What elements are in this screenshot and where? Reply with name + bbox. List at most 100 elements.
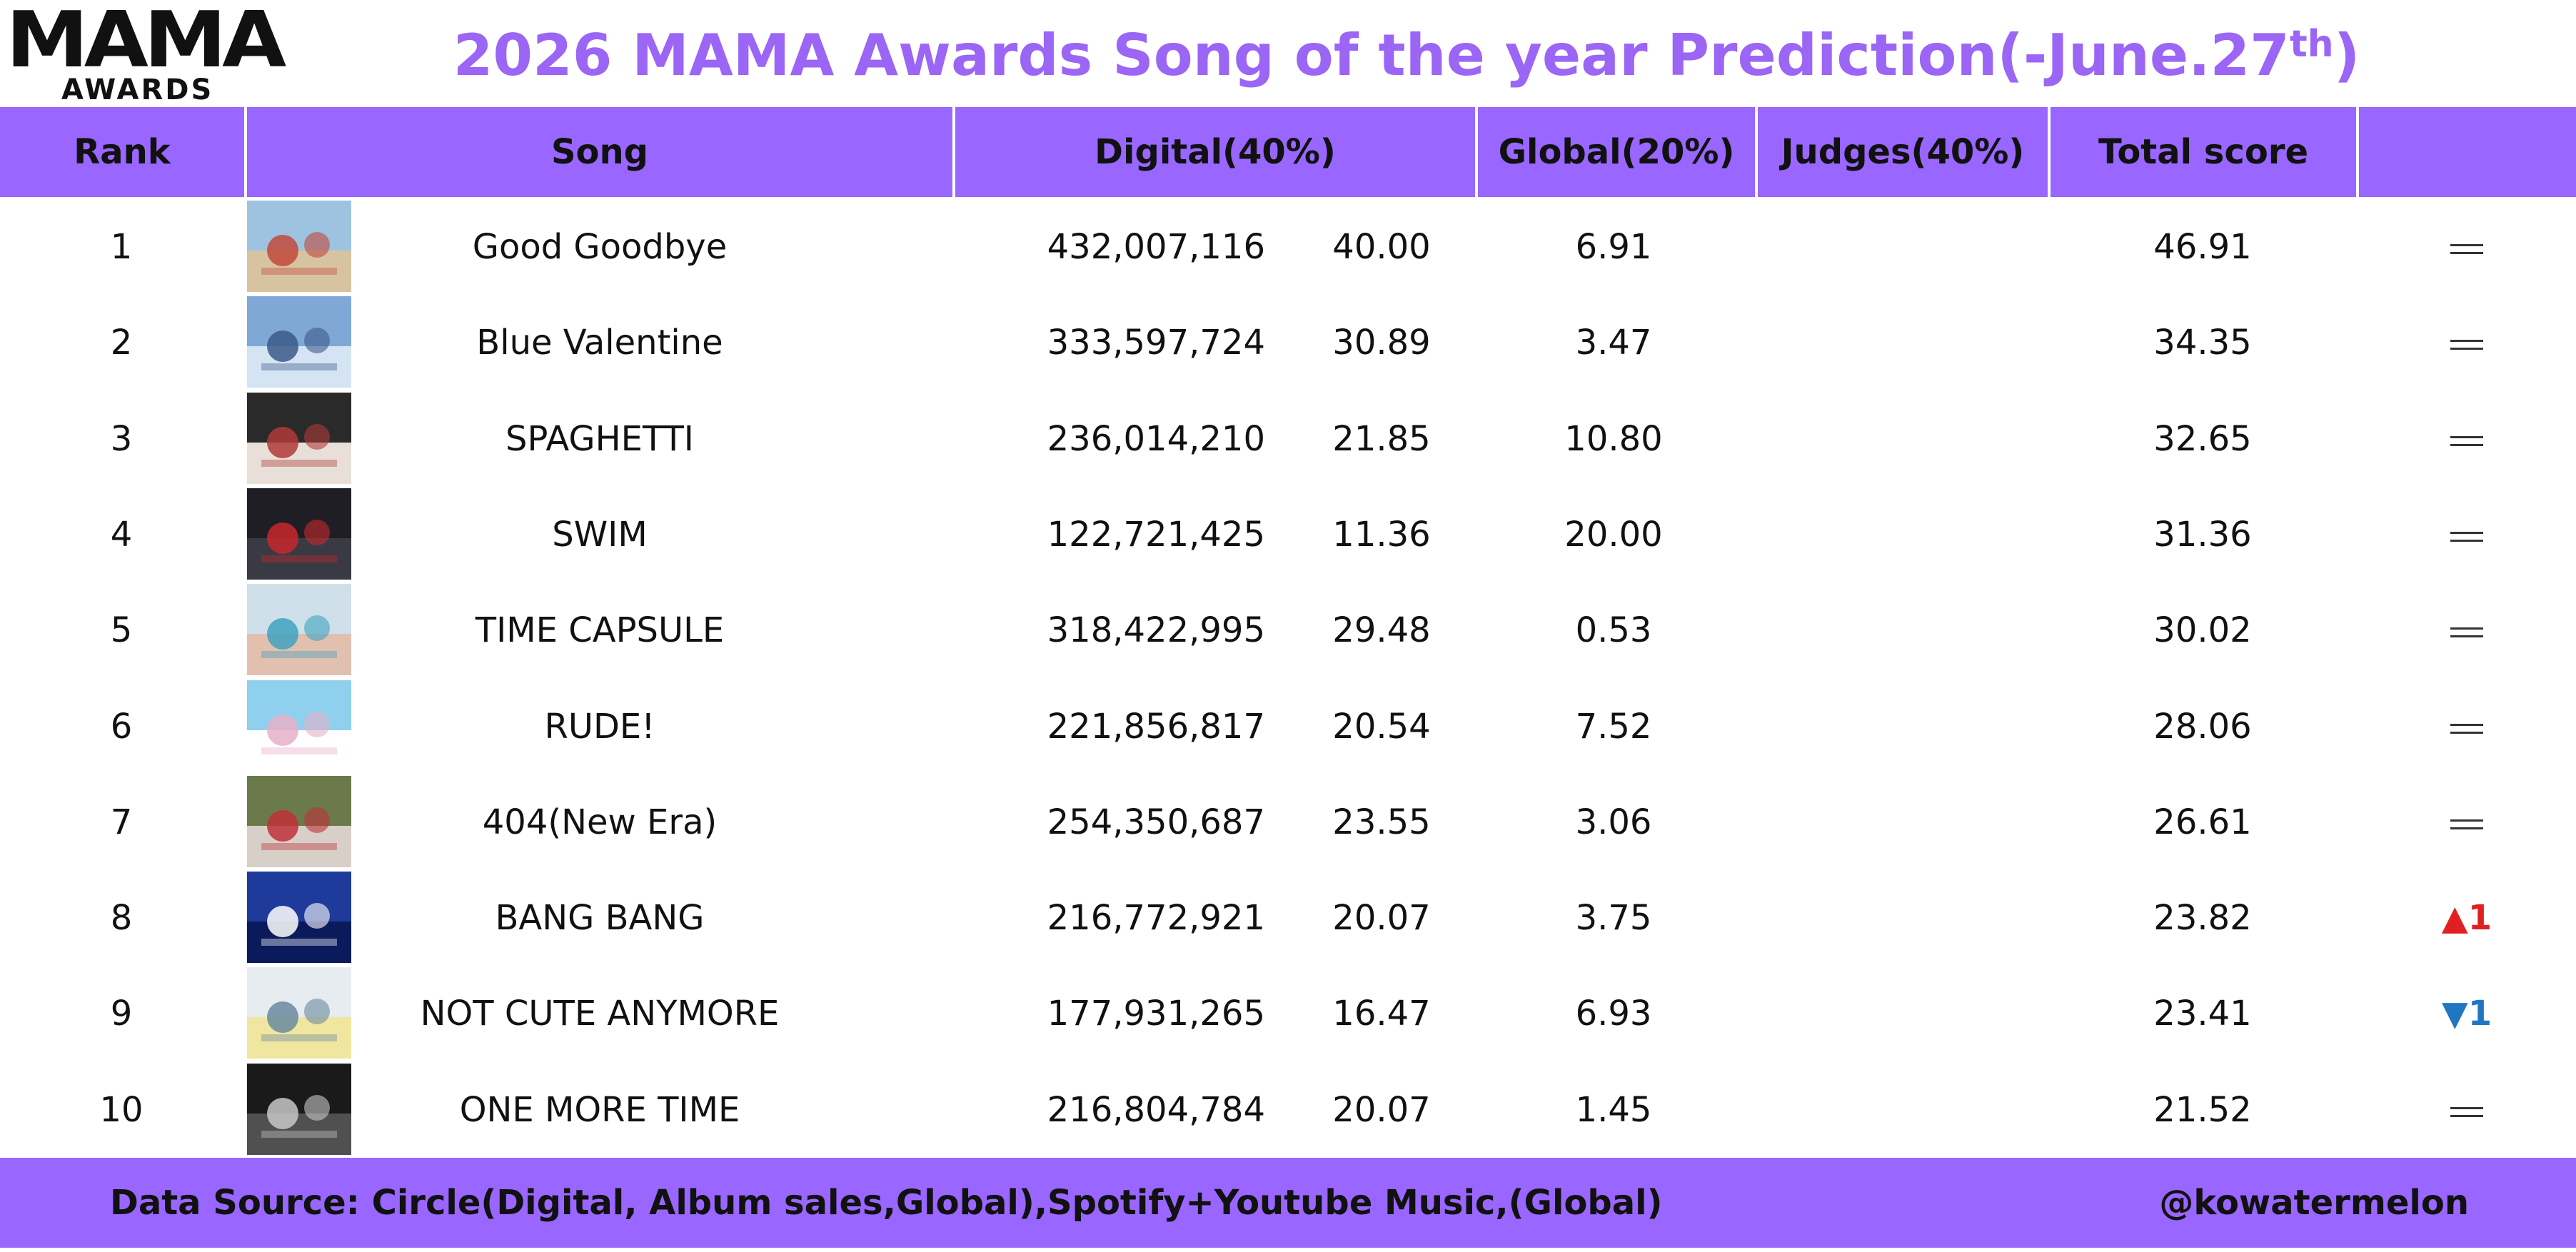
table-row: 5 TIME CAPSULE 318,422,995 29.48 0.53 30.02 — [0, 582, 2576, 678]
song-title: Blue Valentine — [476, 323, 723, 363]
digital-score: 11.36 — [1332, 514, 1431, 555]
digital-score: 40.00 — [1332, 227, 1431, 267]
rank-change — [2360, 391, 2574, 487]
digital-count: 254,350,687 — [1047, 802, 1265, 842]
rank-change — [2360, 487, 2574, 582]
total-score: 21.52 — [2153, 1089, 2252, 1130]
total-score: 46.91 — [2153, 227, 2252, 267]
digital-score: 30.89 — [1332, 323, 1431, 363]
footer-bar: Data Source: Circle(Digital, Album sales… — [0, 1158, 2576, 1248]
judges-score — [1756, 966, 2042, 1061]
total-score: 23.41 — [2153, 994, 2252, 1034]
table-row: 8 BANG BANG 216,772,921 20.07 3.75 23.82 ▲1 — [0, 870, 2576, 966]
header-rank: Rank — [0, 107, 247, 197]
song-title: RUDE! — [544, 706, 655, 747]
judges-score — [1756, 870, 2042, 966]
rank-cell: 8 — [110, 898, 133, 939]
digital-score: 20.07 — [1332, 898, 1431, 939]
rank-change-value: 1 — [2467, 898, 2492, 939]
logo-awards-text: AWARDS — [61, 74, 214, 106]
digital-count: 333,597,724 — [1047, 323, 1265, 363]
equals-icon — [2450, 531, 2483, 542]
judges-score — [1756, 295, 2042, 390]
header-judges: Judges(40%) — [1758, 107, 2051, 197]
digital-count: 122,721,425 — [1047, 514, 1265, 555]
equals-icon — [2450, 627, 2483, 638]
global-score: 7.52 — [1575, 706, 1652, 747]
data-source-text: Data Source: Circle(Digital, Album sales… — [110, 1183, 1663, 1223]
table-row: 4 SWIM 122,721,425 11.36 20.00 31.36 — [0, 487, 2576, 582]
triangle-up-icon: ▲ — [2441, 898, 2468, 939]
total-score: 26.61 — [2153, 802, 2252, 842]
judges-score — [1756, 391, 2042, 487]
digital-count: 221,856,817 — [1047, 706, 1265, 747]
rank-cell: 6 — [110, 706, 133, 747]
equals-icon — [2450, 723, 2483, 734]
rank-change — [2360, 679, 2574, 774]
total-score: 31.36 — [2153, 514, 2252, 555]
table-header: Rank Song Digital(40%) Global(20%) Judge… — [0, 107, 2576, 197]
album-cover-icon — [247, 872, 351, 964]
song-title: SWIM — [552, 514, 648, 555]
table-row: 1 Good Goodbye 432,007,116 40.00 6.91 46.91 — [0, 199, 2576, 295]
global-score: 1.45 — [1575, 1089, 1652, 1130]
song-title: BANG BANG — [495, 898, 705, 939]
song-title: 404(New Era) — [482, 802, 718, 842]
table-row: 7 404(New Era) 254,350,687 23.55 3.06 26.61 — [0, 774, 2576, 870]
table-row: 2 Blue Valentine 333,597,724 30.89 3.47 34.35 — [0, 295, 2576, 390]
header-change — [2359, 107, 2576, 197]
total-score: 34.35 — [2153, 323, 2252, 363]
digital-count: 236,014,210 — [1047, 418, 1265, 459]
rank-cell: 10 — [99, 1089, 144, 1130]
total-score: 28.06 — [2153, 706, 2252, 747]
title-end: ) — [2333, 22, 2360, 89]
judges-score — [1756, 679, 2042, 774]
album-cover-icon — [247, 584, 351, 676]
global-score: 3.06 — [1575, 802, 1652, 842]
page-title: 2026 MAMA Awards Song of the year Predic… — [300, 13, 2513, 99]
song-title: NOT CUTE ANYMORE — [420, 994, 780, 1034]
song-title: Good Goodbye — [472, 227, 728, 267]
digital-score: 20.07 — [1332, 1089, 1431, 1130]
title-superscript: th — [2289, 23, 2334, 66]
rank-cell: 1 — [110, 227, 133, 267]
rank-change-value: 1 — [2467, 994, 2492, 1034]
rank-cell: 2 — [110, 323, 133, 363]
equals-icon — [2450, 340, 2483, 350]
rank-cell: 7 — [110, 802, 133, 842]
global-score: 6.93 — [1575, 994, 1652, 1034]
equals-icon — [2450, 819, 2483, 829]
album-cover-icon — [247, 201, 351, 292]
album-cover-icon — [247, 680, 351, 772]
rank-cell: 9 — [110, 994, 133, 1034]
album-cover-icon — [247, 967, 351, 1059]
global-score: 10.80 — [1564, 418, 1663, 459]
judges-score — [1756, 582, 2042, 678]
global-score: 3.75 — [1575, 898, 1652, 939]
global-score: 0.53 — [1575, 610, 1652, 651]
digital-score: 20.54 — [1332, 706, 1431, 747]
album-cover-icon — [247, 1063, 351, 1155]
digital-count: 216,772,921 — [1047, 898, 1265, 939]
song-title: TIME CAPSULE — [475, 610, 725, 651]
total-score: 32.65 — [2153, 418, 2252, 459]
digital-count: 432,007,116 — [1047, 227, 1265, 267]
rank-change — [2360, 1062, 2574, 1158]
album-cover-icon — [247, 296, 351, 388]
digital-count: 318,422,995 — [1047, 610, 1265, 651]
rank-change-indicator: ▲1 — [2442, 898, 2492, 938]
rank-change: ▲1 — [2360, 870, 2574, 966]
triangle-down-icon: ▼ — [2441, 994, 2468, 1034]
equals-icon — [2450, 244, 2483, 254]
judges-score — [1756, 1062, 2042, 1158]
album-cover-icon — [247, 775, 351, 867]
mama-awards-logo: MAMA AWARDS — [6, 2, 286, 106]
album-cover-icon — [247, 392, 351, 484]
song-title: ONE MORE TIME — [459, 1089, 740, 1130]
table-row: 9 NOT CUTE ANYMORE 177,931,265 16.47 6.93 23.… — [0, 966, 2576, 1061]
author-handle: @kowatermelon — [2159, 1183, 2469, 1223]
table-row: 3 SPAGHETTI 236,014,210 21.85 10.80 32.65 — [0, 391, 2576, 487]
equals-icon — [2450, 1106, 2483, 1117]
album-cover-icon — [247, 488, 351, 580]
table-row: 6 RUDE! 221,856,817 20.54 7.52 28.06 — [0, 679, 2576, 774]
